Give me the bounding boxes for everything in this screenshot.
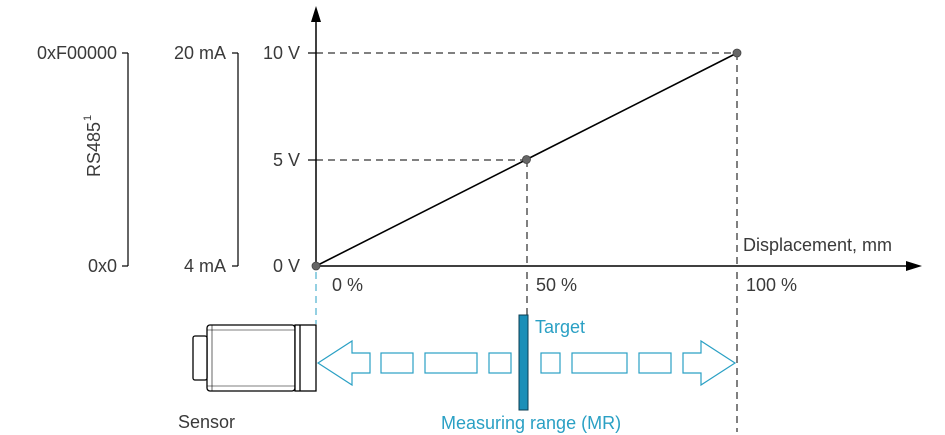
voltage-bottom-label: 0 V: [273, 256, 300, 276]
axes: Displacement, mm: [311, 6, 922, 271]
range-segment-1: [380, 352, 414, 374]
rs485-axis-label: RS485: [84, 122, 104, 177]
sensor-label: Sensor: [178, 412, 235, 432]
rs485-scale: 0xF00000 0x0 RS485 1: [37, 43, 129, 276]
sensor-drawing: [192, 324, 317, 392]
voltage-mid-label: 5 V: [273, 150, 300, 170]
x-tick-labels: 0 % 50 % 100 %: [332, 275, 797, 295]
measuring-range-label: Measuring range (MR): [441, 413, 621, 433]
range-segment-5: [571, 352, 628, 374]
characteristic-series: [311, 48, 742, 271]
rs485-top-label: 0xF00000: [37, 43, 117, 63]
range-segment-3: [488, 352, 512, 374]
range-segment-4: [540, 352, 561, 374]
x-tick-label-50: 50 %: [536, 275, 577, 295]
measuring-range-arrow: [316, 339, 737, 387]
current-scale: 20 mA 4 mA: [174, 43, 239, 276]
range-extension-lines: [315, 272, 738, 432]
range-arrowhead-right: [682, 339, 737, 387]
data-point-0: [311, 261, 321, 271]
x-axis-arrowhead: [906, 261, 922, 271]
voltage-scale: 10 V 5 V 0 V: [263, 43, 316, 276]
data-point-50: [522, 155, 531, 164]
x-axis-label: Displacement, mm: [743, 235, 892, 255]
rs485-footnote-marker: 1: [82, 115, 94, 121]
sensor-body: [206, 324, 296, 392]
target-label: Target: [535, 317, 585, 337]
range-segment-2: [424, 352, 478, 374]
data-point-100: [732, 48, 742, 58]
range-arrowhead-left: [316, 339, 371, 387]
rs485-bottom-label: 0x0: [88, 256, 117, 276]
reference-lines: [316, 52, 738, 266]
x-tick-label-0: 0 %: [332, 275, 363, 295]
y-axis-arrowhead: [311, 6, 321, 22]
target-plate: [518, 314, 529, 411]
x-tick-label-100: 100 %: [746, 275, 797, 295]
sensor-back-cap: [192, 335, 208, 381]
current-top-label: 20 mA: [174, 43, 226, 63]
range-segment-6: [638, 352, 672, 374]
current-bottom-label: 4 mA: [184, 256, 226, 276]
sensor-front-face: [294, 324, 317, 392]
voltage-top-label: 10 V: [263, 43, 300, 63]
